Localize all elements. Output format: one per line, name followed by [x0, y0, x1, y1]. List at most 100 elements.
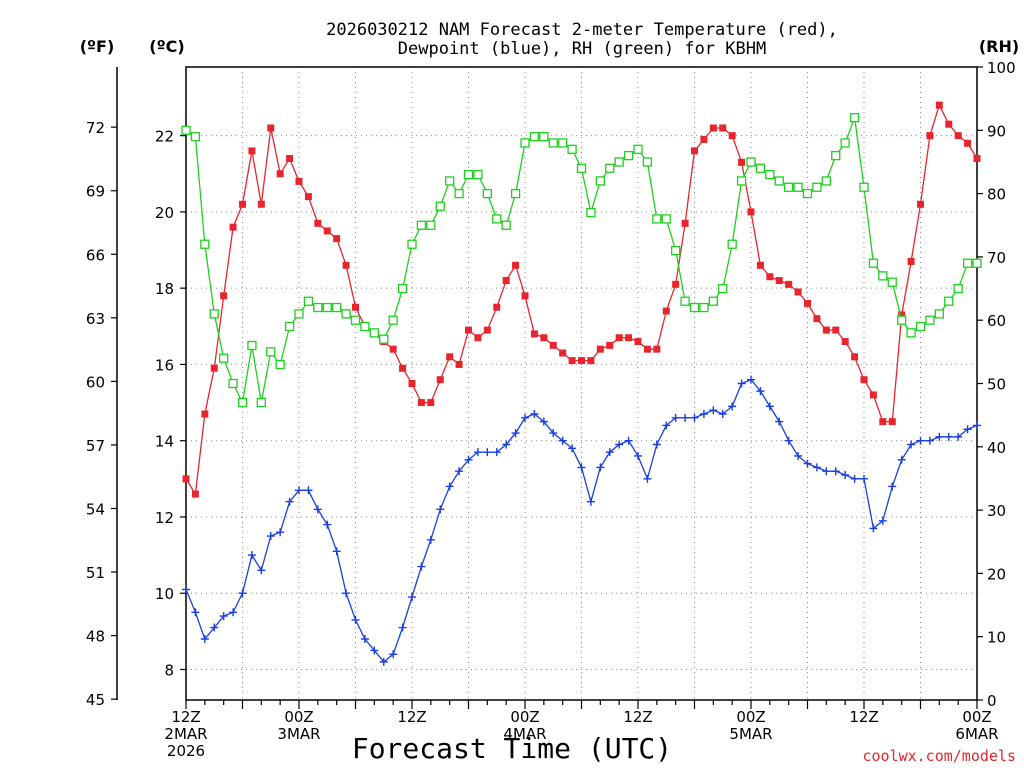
temperature-point [719, 124, 727, 132]
rh-point [341, 309, 351, 319]
celsius-tick-label: 18 [155, 280, 174, 298]
grid-lines [186, 67, 977, 700]
x-tick-label: 2026 [167, 742, 205, 760]
celsius-tick-label: 16 [155, 356, 174, 374]
fahrenheit-unit-label: (ºF) [80, 37, 115, 56]
rh-point [397, 283, 408, 294]
dewpoint-point [596, 463, 605, 472]
temperature-point [822, 326, 830, 334]
dewpoint-point [332, 547, 341, 556]
dewpoint-point [323, 520, 332, 529]
rh-point [840, 138, 850, 148]
celsius-tick-label: 20 [155, 204, 174, 222]
dewpoint-point [360, 634, 369, 643]
temperature-point [220, 292, 228, 300]
rh-point [558, 138, 568, 148]
temperature-point [352, 303, 359, 311]
dewpoint-point [539, 417, 548, 426]
dewpoint-point [389, 650, 398, 659]
temperature-point [615, 334, 623, 342]
rh-point [765, 169, 775, 180]
rh-point [718, 283, 728, 294]
temperature-point [399, 364, 407, 372]
rh-point [482, 188, 492, 199]
rh-point [379, 334, 389, 344]
dewpoint-point [747, 375, 755, 384]
rh-point [492, 214, 502, 224]
rh-point [520, 138, 530, 148]
rh-point [266, 347, 276, 357]
dewpoint-point [521, 413, 529, 422]
dewpoint-point [351, 615, 360, 624]
dewpoint-point [257, 566, 266, 575]
fahrenheit-tick-label: 51 [86, 564, 105, 582]
dewpoint-point [266, 532, 275, 541]
temperature-point [436, 376, 444, 384]
temperature-point [964, 139, 972, 147]
rh-point [247, 340, 257, 351]
temperature-point [276, 170, 284, 178]
rh-tick-label: 50 [987, 376, 1006, 394]
dewpoint-point [549, 429, 558, 438]
rh-point [463, 169, 474, 180]
temperature-point [898, 311, 906, 319]
rh-point [237, 397, 248, 408]
rh-tick-label: 0 [987, 692, 997, 710]
dewpoint-point [897, 455, 906, 464]
rh-point [426, 220, 436, 230]
dewpoint-point [841, 471, 850, 480]
x-tick-label: 5MAR [729, 725, 772, 743]
x-tick-label: 3MAR [277, 725, 320, 743]
temperature-point [239, 200, 246, 208]
rh-point [915, 321, 926, 332]
dewpoint-point [850, 474, 859, 483]
fahrenheit-tick-label: 45 [86, 691, 105, 709]
temperature-point [756, 261, 764, 269]
x-tick-label: 12Z [171, 708, 200, 726]
dewpoint-series [182, 375, 981, 666]
dewpoint-point [662, 421, 671, 430]
rh-point [746, 157, 756, 167]
rh-point [473, 169, 483, 180]
dewpoint-point [718, 410, 727, 419]
dewpoint-point [822, 467, 831, 476]
dewpoint-point [907, 440, 916, 449]
temperature-point [333, 235, 341, 243]
x-tick-label: 6MAR [955, 725, 998, 743]
rh-point [652, 214, 662, 224]
dewpoint-point [624, 436, 633, 445]
rh-point [256, 397, 266, 408]
temperature-point [625, 334, 633, 342]
rh-point [510, 188, 521, 199]
rh-point [435, 201, 445, 211]
temperature-point [474, 334, 482, 342]
temperature-point [182, 475, 190, 483]
rh-point [388, 315, 398, 325]
temperature-point [568, 357, 576, 365]
rh-point [548, 138, 558, 148]
temperature-point [709, 124, 717, 132]
rh-point [605, 163, 615, 173]
temperature-point [502, 277, 510, 285]
temperature-point [832, 326, 840, 334]
rh-point [680, 296, 690, 306]
dewpoint-point [436, 505, 445, 514]
temperature-point [465, 326, 472, 334]
dewpoint-point [511, 429, 520, 438]
rh-point [727, 239, 737, 249]
dewpoint-point [699, 410, 708, 419]
rh-point [181, 125, 191, 135]
temperature-point [954, 132, 962, 140]
dewpoint-point [756, 387, 765, 396]
temperature-point [794, 288, 802, 296]
temperature-point [672, 280, 680, 288]
x-tick-label: 00Z [736, 708, 765, 726]
temperature-point [926, 132, 934, 140]
dewpoint-point [342, 589, 351, 598]
dewpoint-point [775, 417, 784, 426]
rh-point [699, 302, 709, 313]
rh-tick-label: 100 [987, 59, 1016, 77]
temperature-point [860, 376, 868, 384]
rh-point [332, 302, 342, 313]
fahrenheit-tick-label: 72 [86, 119, 105, 137]
